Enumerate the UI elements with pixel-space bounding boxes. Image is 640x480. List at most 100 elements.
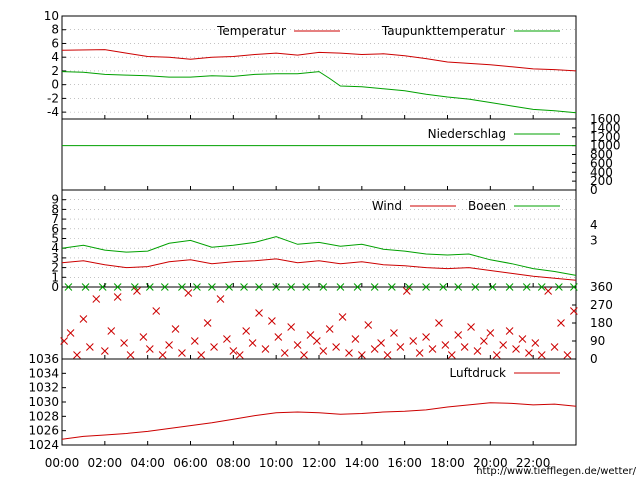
pressure-y-tick-label: 1030 bbox=[28, 395, 59, 409]
temperature-y-tick-label: 6 bbox=[51, 36, 59, 50]
wind-direction-point bbox=[332, 343, 340, 351]
wind-direction-point bbox=[544, 287, 553, 295]
temperature-y-tick-label: 8 bbox=[51, 23, 59, 37]
legend-precipitation-label: Niederschlag bbox=[428, 127, 506, 141]
legend-gusts-label: Boeen bbox=[468, 199, 506, 213]
temperature-y-tick-label: 10 bbox=[44, 9, 59, 23]
wind-direction-point bbox=[439, 283, 448, 291]
wind-y-tick-label: 4 bbox=[51, 241, 59, 255]
wind-direction-point bbox=[107, 327, 116, 335]
pressure-y-tick-label: 1034 bbox=[28, 366, 59, 380]
wind-y-tick-label: 6 bbox=[51, 222, 59, 236]
wind-direction-point bbox=[351, 335, 360, 343]
wind-direction-point bbox=[197, 351, 206, 359]
pressure-y-tick-label: 1032 bbox=[28, 381, 59, 395]
time-axis: 00:00 02:00 04:00 06:00 08:00 10:00 12:00 14:00… bbox=[45, 115, 550, 470]
wind-direction-point bbox=[92, 295, 101, 303]
wind-direction-point bbox=[370, 283, 379, 291]
legend-wind-label: Wind bbox=[372, 199, 402, 213]
wind-direction-point bbox=[550, 343, 559, 351]
wind-direction-point bbox=[242, 327, 251, 335]
wind-direction-point bbox=[126, 351, 135, 359]
precipitation-y-tick-label: 800 bbox=[590, 148, 613, 162]
temperature-y-tick-label: -4 bbox=[47, 105, 59, 119]
wind-direction-point bbox=[268, 317, 276, 325]
wind-direction-point bbox=[190, 337, 199, 345]
wind-y-tick-label: 7 bbox=[51, 212, 59, 226]
wind-direction-point bbox=[499, 341, 508, 349]
credit-url[interactable]: http://www.tiefflegen.de/wetter/ bbox=[476, 466, 636, 477]
wind-direction-point bbox=[505, 283, 514, 291]
wind-direction-point bbox=[336, 283, 345, 291]
wind-direction-point bbox=[145, 345, 154, 353]
wind-direction-point bbox=[409, 337, 418, 345]
wind-direction-point bbox=[313, 337, 321, 345]
wind-direction-point bbox=[370, 345, 379, 353]
wind-direction-point bbox=[248, 339, 257, 347]
gusts-series-line bbox=[61, 236, 577, 276]
wind-direction-point bbox=[563, 351, 572, 359]
wind-direction-point bbox=[203, 319, 212, 327]
wind-y-tick-label: 2 bbox=[51, 261, 59, 275]
wind-direction-point bbox=[405, 283, 413, 291]
direction-y-tick-label: 180 bbox=[590, 316, 613, 330]
precipitation-y-tick-label: 1400 bbox=[590, 121, 621, 135]
wind-direction-point bbox=[120, 339, 128, 347]
wind-direction-point bbox=[364, 321, 373, 329]
wind-y-tick-label: 8 bbox=[51, 202, 59, 216]
wind-direction-point bbox=[319, 347, 328, 355]
direction-y-tick-label: 0 bbox=[590, 352, 598, 366]
wind-direction-point bbox=[178, 349, 186, 357]
wind-direction-point bbox=[396, 343, 405, 351]
wind-direction-point bbox=[306, 331, 315, 339]
wind-direction-point bbox=[480, 337, 488, 345]
wind-direction-point bbox=[113, 293, 122, 301]
pressure-y-tick-label: 1024 bbox=[28, 438, 59, 452]
wind-direction-point bbox=[193, 283, 201, 291]
wind-direction-point bbox=[81, 283, 90, 291]
wind-direction-point bbox=[165, 341, 173, 349]
wind-direction-point bbox=[287, 283, 296, 291]
wind-direction-point bbox=[428, 345, 437, 353]
wind-direction-point bbox=[261, 345, 270, 353]
time-tick-label: 02:00 bbox=[88, 456, 123, 470]
wind-direction-point bbox=[208, 283, 216, 291]
temperature-y-tick-label: -2 bbox=[47, 91, 59, 105]
wind-series-line bbox=[61, 258, 577, 281]
wind-direction-point bbox=[447, 351, 456, 359]
wind-direction-point bbox=[525, 349, 533, 357]
precipitation-y-tick-label: 1600 bbox=[590, 112, 621, 126]
wind-direction-point bbox=[460, 343, 469, 351]
precipitation-y-tick-label: 1000 bbox=[590, 139, 621, 153]
wind-direction-point bbox=[512, 345, 520, 353]
wind-direction-point bbox=[64, 283, 73, 291]
wind-direction-point bbox=[353, 283, 362, 291]
time-tick-label: 18:00 bbox=[430, 456, 465, 470]
wind-direction-point bbox=[73, 351, 81, 359]
wind-direction-point bbox=[415, 349, 424, 357]
time-tick-label: 12:00 bbox=[302, 456, 337, 470]
wind-direction-point bbox=[274, 333, 283, 341]
wind-right-tick-label: 4 bbox=[590, 218, 598, 232]
wind-direction-point bbox=[210, 343, 218, 351]
time-tick-label: 20:00 bbox=[473, 456, 508, 470]
wind-direction-point bbox=[505, 327, 514, 335]
wind-direction-point bbox=[184, 289, 193, 297]
wind-direction-point bbox=[531, 339, 540, 347]
wind-direction-point bbox=[570, 307, 578, 315]
wind-y-tick-label: 9 bbox=[51, 193, 59, 207]
pressure-y-tick-label: 1036 bbox=[28, 352, 59, 366]
wind-direction-point bbox=[537, 283, 546, 291]
wind-direction-point bbox=[79, 315, 88, 323]
legend-pressure-label: Luftdruck bbox=[449, 366, 506, 380]
wind-direction-point bbox=[100, 347, 109, 355]
time-tick-label: 08:00 bbox=[216, 456, 251, 470]
wind-direction-point bbox=[302, 283, 311, 291]
wind-direction-point bbox=[240, 283, 248, 291]
wind-direction-point bbox=[402, 287, 411, 295]
wind-direction-point bbox=[280, 349, 289, 357]
